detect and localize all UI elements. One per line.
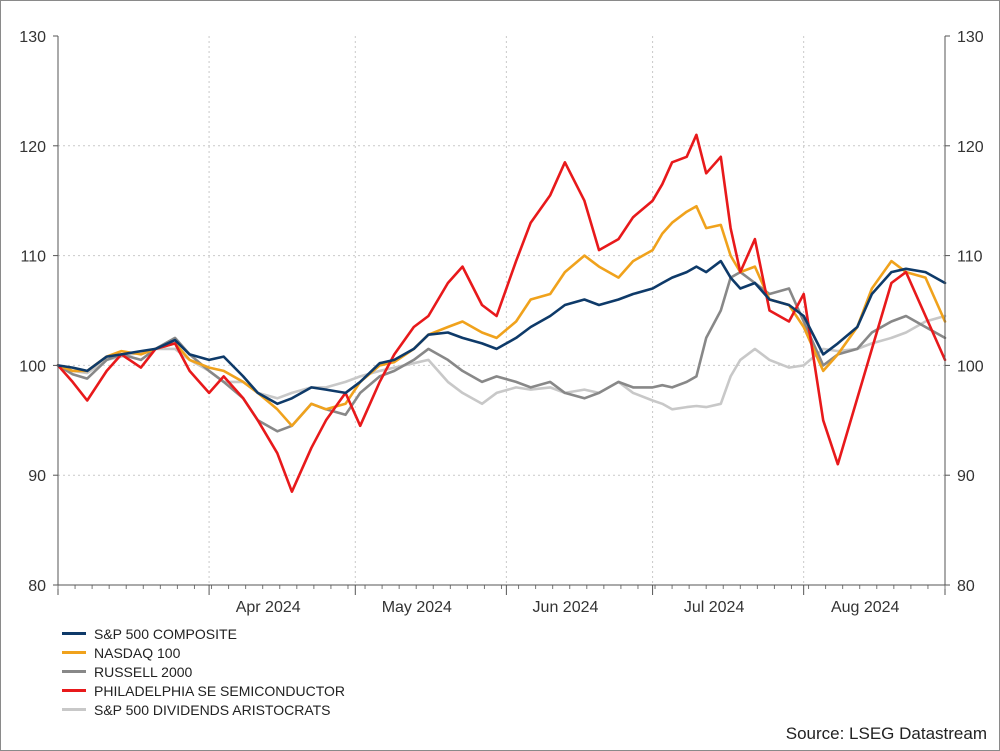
source-note: Source: LSEG Datastream [785,724,987,743]
y-axis-left-labels: 80 90 100 110 120 130 [19,29,46,595]
x-tick-label: May 2024 [382,599,452,616]
legend-label: RUSSELL 2000 [94,663,193,680]
y-tick-label-left: 110 [20,249,46,266]
y-tick-label-right: 120 [957,139,984,156]
legend: S&P 500 COMPOSITE NASDAQ 100 RUSSELL 200… [62,624,345,719]
legend-item: PHILADELPHIA SE SEMICONDUCTOR [62,681,345,700]
legend-item: S&P 500 DIVIDENDS ARISTOCRATS [62,700,345,719]
series-line [56,270,947,433]
y-tick-label-left: 80 [28,578,46,595]
legend-label: S&P 500 COMPOSITE [94,625,237,642]
y-tick-label-left: 100 [19,358,46,375]
x-tick-label: Jun 2024 [533,599,599,616]
legend-swatch [62,670,86,673]
y-tick-label-left: 120 [19,139,46,156]
x-tick-label: Aug 2024 [831,599,900,616]
axes [53,35,950,595]
y-tick-label-right: 110 [957,249,983,266]
legend-item: NASDAQ 100 [62,643,345,662]
legend-label: S&P 500 DIVIDENDS ARISTOCRATS [94,701,331,718]
legend-item: RUSSELL 2000 [62,662,345,681]
legend-item: S&P 500 COMPOSITE [62,624,345,643]
legend-label: NASDAQ 100 [94,644,181,661]
y-tick-label-right: 130 [957,29,984,46]
series-line [56,259,947,406]
y-tick-label-right: 80 [957,578,975,595]
plot-area-background [58,36,945,585]
series-lines [56,133,947,493]
y-tick-label-right: 100 [957,358,984,375]
x-tick-label: Jul 2024 [684,599,745,616]
y-tick-label-left: 130 [19,29,46,46]
y-tick-label-right: 90 [957,468,975,485]
grid [58,36,945,585]
legend-swatch [62,689,86,692]
series-line [56,133,947,493]
x-tick-label: Apr 2024 [236,599,301,616]
legend-label: PHILADELPHIA SE SEMICONDUCTOR [94,682,346,699]
legend-swatch [62,651,86,654]
legend-swatch [62,632,86,635]
legend-swatch [62,708,86,711]
x-axis-labels: Apr 2024 May 2024 Jun 2024 Jul 2024 Aug 2024 [236,599,900,616]
y-axis-right-labels: 80 90 100 110 120 130 [957,29,984,595]
y-tick-label-left: 90 [28,468,46,485]
